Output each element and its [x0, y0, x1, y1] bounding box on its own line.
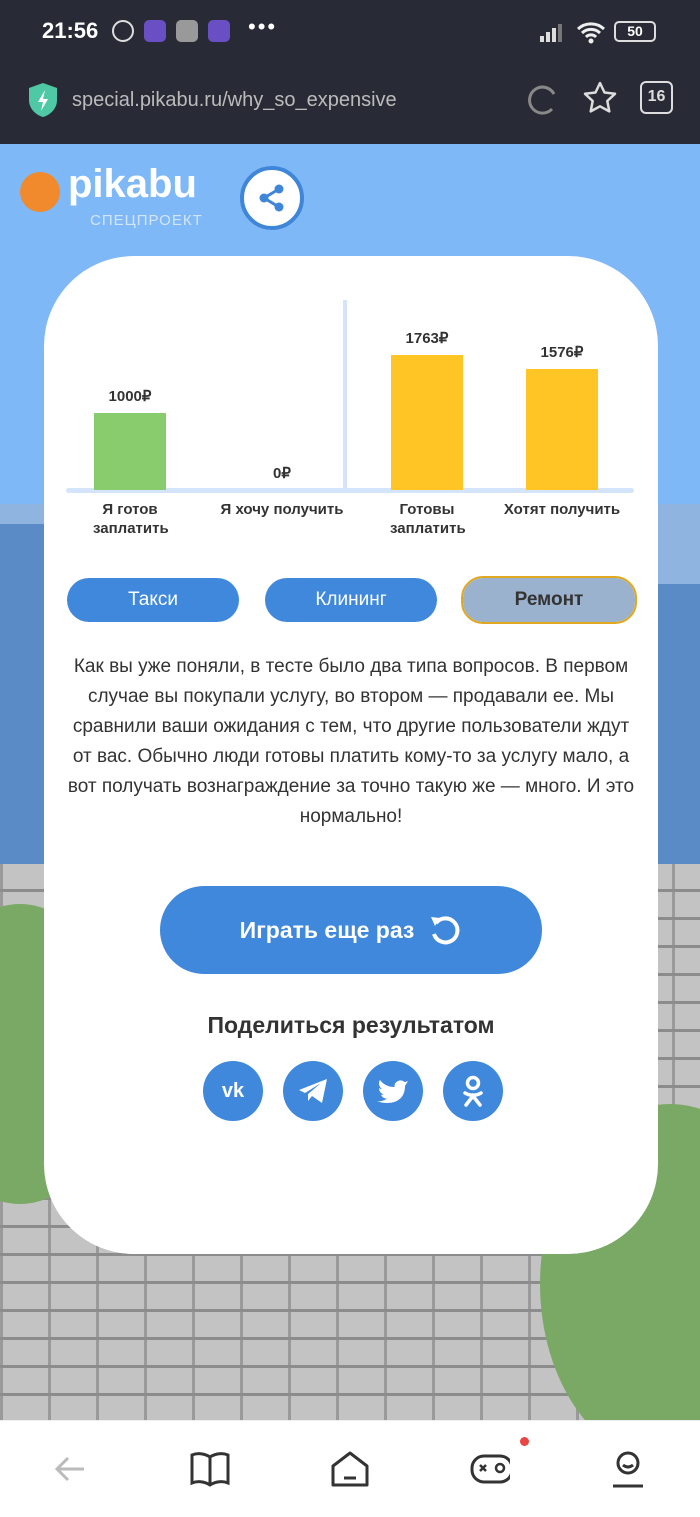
bar-value-label: 1576₽ [540, 344, 584, 362]
result-card: 1000₽ Я готов заплатить 0₽ Я хочу получить 1… [44, 256, 658, 1254]
share-vk-button[interactable]: vk [203, 1061, 263, 1121]
share-title: Поделиться результатом [207, 1012, 495, 1038]
shop-icon [176, 20, 198, 42]
results-chart: 1000₽ Я готов заплатить 0₽ Я хочу получить 1… [44, 256, 658, 537]
profile-button[interactable] [608, 1449, 648, 1489]
wifi-icon [576, 22, 606, 44]
user-icon [613, 1451, 643, 1488]
bar-value-label: 1763₽ [405, 329, 449, 347]
play-again-button[interactable]: Играть еще раз [160, 886, 542, 974]
web-page: pikabu СПЕЦПРОЕКТ 1000₽ Я готов заплатить… [0, 144, 700, 1420]
tab-repair[interactable]: Ремонт [461, 576, 637, 624]
bar-value-label: 0₽ [273, 465, 291, 482]
book-icon [190, 1452, 230, 1487]
clock: 21:56 [42, 18, 99, 43]
bar-category-label: Я хочу получить [220, 501, 344, 518]
back-button[interactable] [50, 1449, 90, 1489]
url-field[interactable]: special.pikabu.ru/why_so_expensive [72, 89, 397, 111]
chart-bar [94, 413, 166, 490]
alarm-icon [112, 20, 134, 42]
viber-icon [208, 20, 230, 42]
odnoklassniki-icon [463, 1075, 483, 1107]
security-shield-icon[interactable] [27, 82, 59, 118]
battery-indicator: 50 [614, 21, 656, 42]
status-bar: 21:56 ••• 50 [0, 0, 700, 64]
share-twitter-button[interactable] [363, 1061, 423, 1121]
share-odnoklassniki-button[interactable] [443, 1061, 503, 1121]
viber-icon [144, 20, 166, 42]
logo-subtitle: СПЕЦПРОЕКТ [90, 212, 203, 229]
replay-icon [431, 916, 460, 945]
telegram-icon [299, 1079, 327, 1103]
share-icon [259, 184, 284, 212]
notification-dot [520, 1437, 529, 1446]
home-button[interactable] [330, 1449, 370, 1489]
tab-cleaning[interactable]: Клининг [265, 578, 437, 622]
play-again-label: Играть еще раз [239, 916, 415, 943]
share-button[interactable] [240, 166, 304, 230]
bar-value-label: 1000₽ [108, 388, 152, 406]
reload-icon[interactable] [526, 82, 560, 116]
reader-button[interactable] [190, 1449, 230, 1489]
logo-mark-icon [20, 172, 60, 212]
chart-divider [343, 300, 347, 490]
twitter-icon [377, 1080, 408, 1104]
chart-baseline [66, 488, 634, 493]
home-icon [331, 1451, 369, 1487]
chart-bar [391, 354, 463, 490]
chart-bar [526, 369, 598, 490]
signal-icon [540, 24, 562, 42]
description-text: Как вы уже поняли, в тесте было два типа… [67, 656, 635, 827]
bookmark-star-icon[interactable] [582, 80, 618, 116]
gamepad-icon [470, 1454, 510, 1484]
vk-icon: vk [221, 1079, 245, 1102]
share-telegram-button[interactable] [283, 1061, 343, 1121]
browser-toolbar: special.pikabu.ru/why_so_expensive [0, 64, 700, 144]
bar-category-label: Готовы заплатить [390, 501, 466, 537]
back-arrow-icon [54, 1456, 84, 1482]
more-notifications-icon: ••• [248, 14, 278, 39]
bar-category-label: Я готов заплатить [93, 501, 169, 537]
bottom-navigation [0, 1420, 700, 1517]
bar-category-label: Хотят получить [503, 501, 621, 518]
tabs-button[interactable]: 16 [640, 81, 673, 114]
tab-taxi[interactable]: Такси [67, 578, 239, 622]
logo-text: pikabu [68, 162, 197, 206]
games-button[interactable] [470, 1437, 529, 1489]
